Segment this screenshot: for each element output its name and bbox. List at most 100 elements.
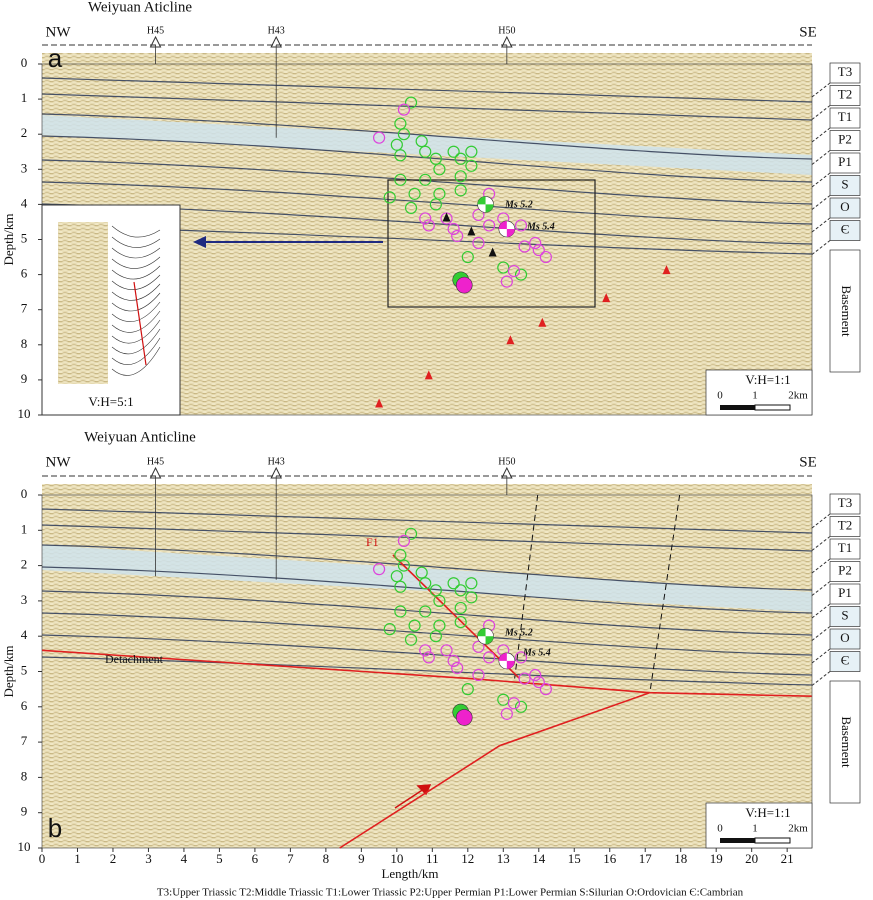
event — [529, 668, 542, 682]
inset-trace — [111, 247, 161, 259]
x-tick-label: 13 — [497, 851, 510, 866]
x-tick-label: 3 — [145, 851, 152, 866]
x-tick-label: 6 — [252, 851, 259, 866]
y-tick-label: 7 — [21, 301, 28, 316]
event — [454, 601, 467, 615]
marker — [442, 212, 451, 222]
x-tick-label: 2 — [110, 851, 117, 866]
layer-leader — [811, 240, 831, 255]
layer-box — [829, 651, 861, 672]
x-tick-label: 5 — [216, 851, 223, 866]
event — [447, 577, 460, 590]
basement-box — [829, 680, 861, 804]
horizon — [41, 656, 813, 686]
x-tick-label: 16 — [603, 851, 617, 866]
layer-label: P2 — [838, 131, 852, 146]
event — [419, 605, 432, 618]
layer-leader — [811, 648, 831, 664]
layer-box — [829, 493, 861, 515]
event — [482, 651, 496, 664]
fault-line — [649, 494, 681, 693]
event — [422, 651, 435, 664]
horizon — [41, 77, 813, 103]
x-tick-label: 15 — [568, 851, 581, 866]
thrust-arrow — [394, 784, 432, 809]
inset-trace — [111, 236, 161, 248]
horizon — [41, 566, 813, 614]
focal-mechanism — [477, 196, 494, 213]
event — [454, 584, 467, 597]
event — [465, 577, 478, 590]
well-label: H45 — [147, 456, 164, 467]
layer-label: P2 — [838, 562, 852, 577]
basement-box — [829, 249, 861, 373]
x-tick-label: 20 — [745, 851, 758, 866]
layer-label: S — [841, 607, 848, 622]
y-tick-label: 2 — [21, 125, 28, 140]
layer-box — [829, 85, 861, 106]
layer-label: T2 — [838, 517, 852, 532]
x-tick-label: 11 — [426, 851, 439, 866]
event — [419, 577, 432, 590]
event — [419, 644, 432, 657]
scale-bar — [720, 838, 755, 843]
inset-trace — [111, 346, 161, 376]
event — [397, 103, 411, 116]
layer-leader — [811, 172, 831, 188]
event — [461, 250, 474, 264]
horizon — [41, 508, 813, 534]
layer-label: T1 — [838, 109, 852, 124]
inset-trace — [111, 265, 161, 280]
event — [454, 184, 467, 197]
y-tick-label: 2 — [21, 557, 28, 572]
event — [383, 191, 396, 204]
layer-box — [829, 606, 861, 627]
event — [514, 651, 528, 664]
layer-leader — [811, 671, 831, 686]
event — [408, 619, 421, 632]
event — [433, 594, 446, 608]
x-tick-label: 1 — [74, 851, 81, 866]
scale-ratio: V:H=1:1 — [745, 372, 790, 387]
y-tick-label: 10 — [18, 839, 31, 854]
event — [514, 700, 528, 713]
event — [372, 563, 386, 576]
x-tick-label: 9 — [358, 851, 365, 866]
well-label: H50 — [498, 456, 515, 467]
x-tick-label: 21 — [781, 851, 794, 866]
event — [539, 683, 552, 696]
x-tick-label: 19 — [710, 851, 723, 866]
marker — [424, 370, 433, 380]
scale-label: 2km — [788, 823, 808, 835]
title: Weiyuan Anticline — [84, 429, 196, 445]
x-tick-label: 0 — [39, 851, 46, 866]
zoom-box — [387, 179, 596, 308]
marker — [506, 335, 515, 345]
event — [465, 591, 478, 604]
x-tick-label: 12 — [461, 851, 474, 866]
inset-trace — [111, 292, 161, 312]
event — [454, 170, 467, 183]
event — [461, 683, 474, 696]
layer-leader — [811, 150, 831, 165]
event — [394, 605, 407, 618]
event — [390, 570, 403, 583]
inset-label: V:H=5:1 — [88, 394, 133, 409]
y-tick-label: 5 — [21, 230, 28, 245]
event — [429, 152, 442, 165]
layer-leader — [811, 127, 831, 143]
event — [497, 693, 510, 706]
layer-label: T2 — [838, 86, 852, 101]
layer-box — [829, 152, 861, 174]
event — [429, 584, 442, 597]
event — [451, 229, 464, 243]
title: Weiyuan Aticline — [88, 0, 193, 15]
inset-trace — [111, 310, 161, 333]
scale-label: 1 — [752, 823, 758, 835]
layer-label: Є — [841, 221, 850, 236]
layer-label: P1 — [838, 154, 852, 169]
event — [532, 675, 545, 689]
event — [482, 219, 496, 232]
layer-label: O — [840, 199, 849, 214]
layer-label: Є — [841, 652, 850, 667]
